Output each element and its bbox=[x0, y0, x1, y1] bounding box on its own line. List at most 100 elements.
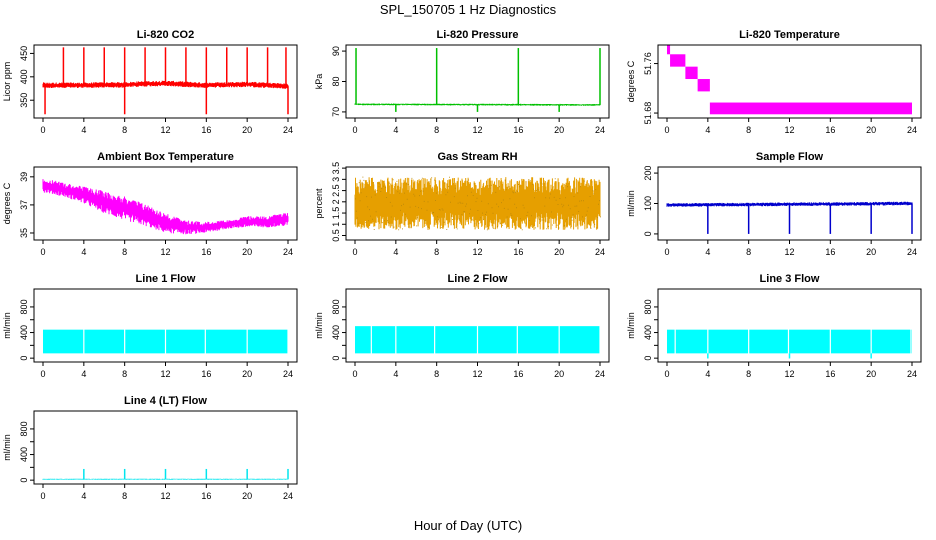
y-tick-label: 450 bbox=[19, 46, 29, 61]
y-tick-label: 51.76 bbox=[643, 52, 653, 75]
x-tick-label: 8 bbox=[434, 125, 439, 135]
x-tick-label: 8 bbox=[434, 369, 439, 379]
chart-panel: Line 3 Flow ml/min 0 4 8 12 16 20 24 0 400 800 bbox=[626, 273, 922, 379]
x-tick-label: 4 bbox=[705, 247, 710, 257]
x-tick-label: 16 bbox=[201, 125, 211, 135]
series-marks bbox=[667, 45, 912, 115]
y-tick-label: 100 bbox=[643, 196, 653, 211]
chart-panel: Gas Stream RH percent 0 4 8 12 16 20 24 0.5 1 1.5 2 2… bbox=[314, 151, 610, 257]
y-tick-label: 400 bbox=[19, 69, 29, 84]
chart-panel: Sample Flow ml/min 0 4 8 12 16 20 24 0 100 200 bbox=[626, 151, 922, 257]
chart-panel: Line 4 (LT) Flow ml/min 0 4 8 12 16 20 24 0 400 800 bbox=[2, 395, 298, 501]
x-tick-label: 12 bbox=[472, 369, 482, 379]
x-tick-label: 20 bbox=[242, 247, 252, 257]
chart-title: Li-820 CO2 bbox=[137, 29, 194, 41]
x-tick-label: 20 bbox=[866, 125, 876, 135]
x-tick-label: 24 bbox=[283, 247, 293, 257]
chart-title: Li-820 Pressure bbox=[437, 29, 519, 41]
x-tick-label: 20 bbox=[242, 369, 252, 379]
y-tick-label: 70 bbox=[331, 107, 341, 117]
y-axis-label: percent bbox=[314, 188, 324, 219]
chart-title: Line 4 (LT) Flow bbox=[124, 395, 207, 407]
x-tick-label: 4 bbox=[81, 491, 86, 501]
x-tick-label: 4 bbox=[705, 125, 710, 135]
x-tick-label: 20 bbox=[242, 491, 252, 501]
series-marks bbox=[42, 468, 289, 480]
chart-title: Ambient Box Temperature bbox=[97, 151, 234, 163]
y-axis-label: Licor ppm bbox=[2, 62, 12, 102]
y-axis-label: ml/min bbox=[626, 312, 636, 339]
y-tick-label: 0 bbox=[331, 356, 341, 361]
y-tick-label: 0 bbox=[19, 356, 29, 361]
x-tick-label: 4 bbox=[81, 125, 86, 135]
y-tick-label: 35 bbox=[19, 228, 29, 238]
chart-title: Line 2 Flow bbox=[448, 273, 508, 285]
y-tick-label: 800 bbox=[19, 421, 29, 436]
x-tick-label: 4 bbox=[393, 125, 398, 135]
series-marks bbox=[354, 48, 601, 112]
x-tick-label: 8 bbox=[122, 369, 127, 379]
x-tick-label: 12 bbox=[472, 247, 482, 257]
y-tick-label: 2.5 bbox=[331, 184, 341, 197]
x-tick-label: 12 bbox=[160, 369, 170, 379]
y-tick-label: 39 bbox=[19, 172, 29, 182]
x-tick-label: 8 bbox=[746, 369, 751, 379]
chart-panel: Li-820 CO2 Licor ppm 0 4 8 12 16 20 24 350 400 450 bbox=[2, 29, 298, 135]
temperature-step-band bbox=[685, 66, 698, 80]
series-marks bbox=[42, 179, 289, 235]
y-tick-label: 0 bbox=[19, 478, 29, 483]
y-tick-label: 3 bbox=[331, 177, 341, 182]
x-tick-label: 20 bbox=[866, 369, 876, 379]
x-tick-label: 16 bbox=[825, 247, 835, 257]
y-tick-label: 400 bbox=[19, 325, 29, 340]
y-tick-label: 1 bbox=[331, 222, 341, 227]
x-tick-label: 24 bbox=[283, 369, 293, 379]
series-marks bbox=[354, 176, 601, 231]
y-tick-label: 400 bbox=[19, 447, 29, 462]
x-tick-label: 20 bbox=[866, 247, 876, 257]
chart-title: Line 3 Flow bbox=[760, 273, 820, 285]
x-tick-label: 12 bbox=[160, 125, 170, 135]
y-tick-label: 400 bbox=[331, 325, 341, 340]
y-axis-label: ml/min bbox=[2, 312, 12, 339]
y-axis-label: ml/min bbox=[626, 190, 636, 217]
chart-panel: Ambient Box Temperature degrees C 0 4 8 12 16 2… bbox=[2, 151, 298, 257]
x-tick-label: 24 bbox=[595, 247, 605, 257]
series-envelope bbox=[354, 177, 601, 230]
x-tick-label: 16 bbox=[201, 369, 211, 379]
flow-band bbox=[667, 329, 912, 354]
series-marks bbox=[666, 201, 913, 234]
x-tick-label: 24 bbox=[283, 125, 293, 135]
y-tick-label: 0.5 bbox=[331, 229, 341, 242]
y-tick-label: 37 bbox=[19, 200, 29, 210]
x-tick-label: 12 bbox=[472, 125, 482, 135]
x-tick-label: 4 bbox=[81, 369, 86, 379]
x-tick-label: 0 bbox=[664, 125, 669, 135]
x-tick-label: 24 bbox=[907, 125, 917, 135]
x-tick-label: 4 bbox=[81, 247, 86, 257]
y-tick-label: 1.5 bbox=[331, 207, 341, 220]
y-tick-label: 800 bbox=[19, 299, 29, 314]
x-tick-label: 4 bbox=[393, 369, 398, 379]
x-tick-label: 0 bbox=[40, 247, 45, 257]
y-tick-label: 3.5 bbox=[331, 162, 341, 175]
series-marks bbox=[43, 327, 289, 355]
y-tick-label: 80 bbox=[331, 76, 341, 86]
x-tick-label: 8 bbox=[122, 125, 127, 135]
x-tick-label: 16 bbox=[513, 125, 523, 135]
temperature-step-band bbox=[667, 45, 671, 55]
x-tick-label: 8 bbox=[434, 247, 439, 257]
y-tick-label: 2 bbox=[331, 199, 341, 204]
x-tick-label: 24 bbox=[907, 247, 917, 257]
x-tick-label: 16 bbox=[201, 491, 211, 501]
x-tick-label: 0 bbox=[352, 369, 357, 379]
figure-title: SPL_150705 1 Hz Diagnostics bbox=[379, 2, 557, 17]
x-tick-label: 8 bbox=[746, 125, 751, 135]
series-marks bbox=[667, 327, 912, 359]
x-tick-label: 0 bbox=[40, 125, 45, 135]
x-tick-label: 24 bbox=[907, 369, 917, 379]
x-tick-label: 20 bbox=[554, 369, 564, 379]
y-axis-label: degrees C bbox=[626, 60, 636, 102]
chart-panel: Line 2 Flow ml/min 0 4 8 12 16 20 24 0 400 800 bbox=[314, 273, 610, 379]
